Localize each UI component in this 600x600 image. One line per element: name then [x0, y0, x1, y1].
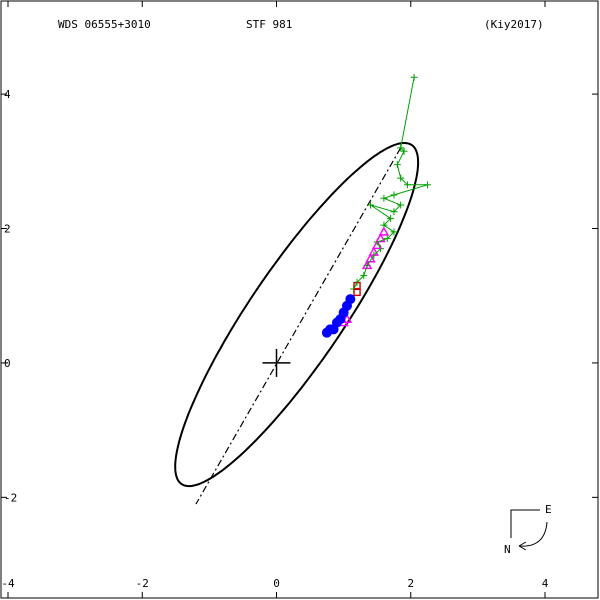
obs-triangle: [371, 239, 383, 250]
x-tick-label: -4: [1, 577, 15, 590]
orbit-ellipse-group: [174, 142, 420, 505]
line-of-nodes: [195, 147, 402, 505]
compass-arrow-head: [518, 541, 527, 551]
compass-arrow: [518, 521, 548, 547]
header-right: (Kiy2017): [484, 18, 544, 31]
obs-square: [353, 288, 361, 297]
y-tick-label: 0: [4, 357, 11, 370]
observations: [321, 73, 432, 338]
compass: E N: [504, 503, 552, 556]
orbit-ellipse: [174, 142, 420, 488]
compass-north-label: N: [504, 543, 511, 556]
x-tick-label: 4: [542, 577, 549, 590]
obs-triangle: [375, 233, 386, 243]
compass-arms: [510, 509, 540, 538]
y-tick-label: -2: [4, 491, 17, 504]
header-left: WDS 06555+3010: [58, 18, 151, 31]
y-tick-label: 4: [4, 88, 11, 101]
x-tick-label: 2: [407, 577, 414, 590]
green-obs-track: [353, 77, 428, 290]
x-tick-label: -2: [136, 577, 149, 590]
y-tick-label: 2: [4, 223, 11, 236]
header-center: STF 981: [246, 18, 293, 31]
obs-triangle: [361, 260, 373, 270]
x-tick-label: 0: [273, 577, 280, 590]
compass-east-label: E: [545, 503, 552, 516]
obs-circle: [321, 327, 332, 338]
obs-triangle: [378, 226, 390, 236]
